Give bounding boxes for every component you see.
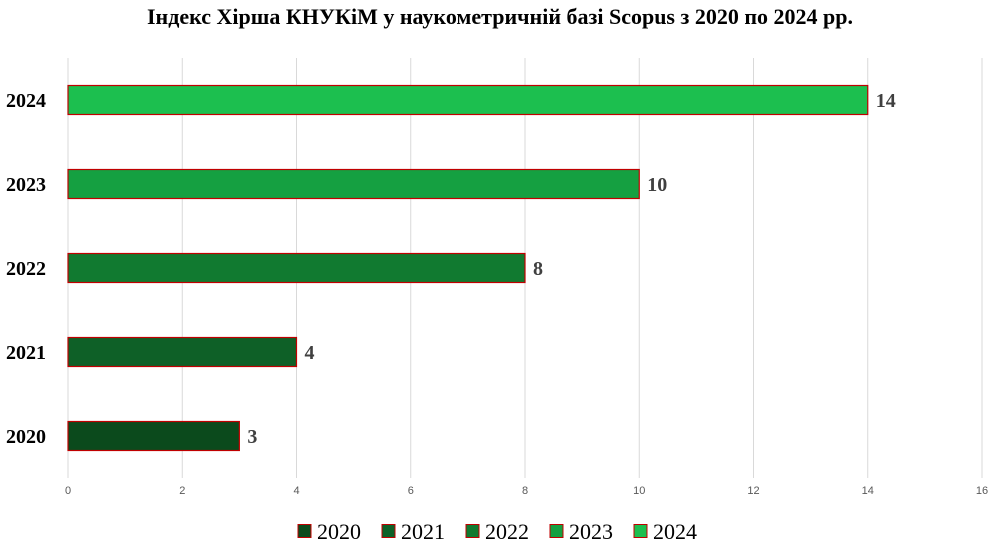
legend: 2020 2021 2022 2023 2024 <box>297 519 697 544</box>
category-labels: 2020 2021 2022 2023 2024 <box>6 90 46 448</box>
legend-label-2020: 2020 <box>317 519 361 544</box>
legend-label-2021: 2021 <box>401 519 445 544</box>
legend-swatch-2024 <box>633 524 648 538</box>
category-label-2021: 2021 <box>6 342 46 364</box>
data-label-2022: 8 <box>533 258 543 280</box>
category-label-2024: 2024 <box>6 90 46 112</box>
x-tick-label-2: 2 <box>179 485 185 497</box>
x-tick-label-14: 14 <box>862 485 874 497</box>
bar-2022 <box>67 252 526 284</box>
data-label-2020: 3 <box>247 426 257 448</box>
legend-swatch-2023 <box>549 524 564 538</box>
chart-title: Індекс Хірша КНУКіМ у наукометричній баз… <box>147 4 853 29</box>
x-tick-label-8: 8 <box>522 485 528 497</box>
bar-2021 <box>67 336 298 368</box>
x-axis-tick-labels: 0 2 4 6 8 10 12 14 16 <box>65 485 988 497</box>
legend-label-2024: 2024 <box>653 519 697 544</box>
x-tick-label-6: 6 <box>408 485 414 497</box>
category-label-2023: 2023 <box>6 174 46 196</box>
data-label-2023: 10 <box>647 174 667 196</box>
x-tick-label-16: 16 <box>976 485 988 497</box>
data-label-2021: 4 <box>305 342 315 364</box>
bar-2020 <box>67 420 240 452</box>
category-label-2022: 2022 <box>6 258 46 280</box>
legend-label-2023: 2023 <box>569 519 613 544</box>
x-tick-label-0: 0 <box>65 485 71 497</box>
legend-swatch-2022 <box>465 524 480 538</box>
category-label-2020: 2020 <box>6 426 46 448</box>
legend-swatch-2020 <box>297 524 312 538</box>
x-tick-label-10: 10 <box>633 485 645 497</box>
data-label-2024: 14 <box>876 90 896 112</box>
bar-2024 <box>67 84 869 116</box>
bar-2023 <box>67 168 640 200</box>
bars <box>67 84 869 452</box>
legend-swatch-2021 <box>381 524 396 538</box>
legend-label-2022: 2022 <box>485 519 529 544</box>
data-labels: 3 4 8 10 14 <box>247 90 895 448</box>
x-tick-label-12: 12 <box>747 485 759 497</box>
x-tick-label-4: 4 <box>293 485 299 497</box>
